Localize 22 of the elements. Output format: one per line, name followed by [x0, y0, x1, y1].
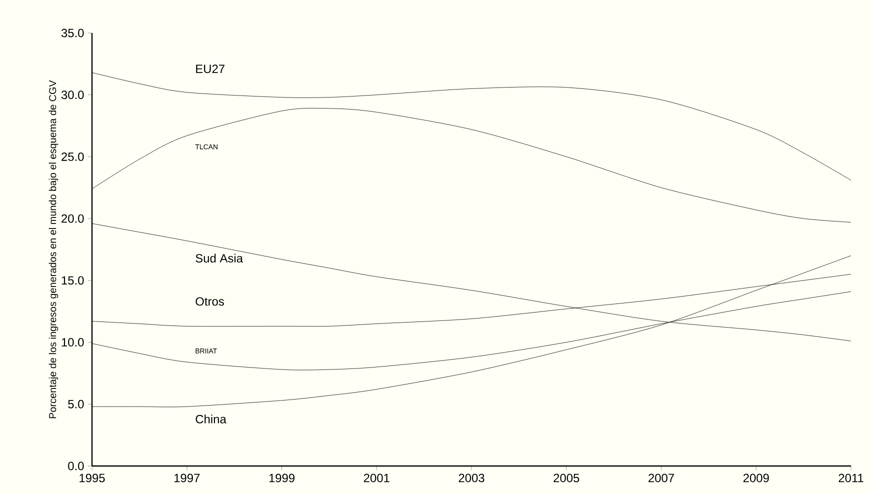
y-tick-label: 35.0: [61, 28, 84, 38]
y-tick-label: 0.0: [68, 462, 84, 470]
x-tick-label: 1999: [269, 474, 294, 482]
x-tick-label: 1995: [80, 474, 105, 482]
x-tick-label: 2001: [364, 474, 390, 482]
y-tick-label: 10.0: [62, 338, 84, 347]
y-tick-label: 15.0: [62, 276, 84, 285]
y-axis-title: Porcentaje de los ingresos generados en el mundo bajo el esquema de CGV: [48, 80, 58, 418]
y-tick-label: 25.0: [62, 152, 84, 161]
series-label: Otros: [196, 297, 224, 306]
series-label: EU27: [196, 64, 224, 74]
y-tick-label: 20.0: [62, 214, 84, 223]
x-tick-label: 2003: [458, 474, 484, 482]
x-tick-label: 2005: [554, 474, 580, 482]
x-tick-label: 2007: [648, 474, 674, 482]
x-tick-label: 2009: [743, 474, 769, 482]
x-tick-label: 2011: [838, 474, 864, 482]
series-label: China: [196, 414, 226, 424]
y-tick-label: 5.0: [68, 400, 84, 408]
y-tick-label: 30.0: [61, 90, 84, 100]
series-label: Sud Asia: [196, 254, 243, 263]
x-tick-label: 1997: [174, 474, 200, 482]
